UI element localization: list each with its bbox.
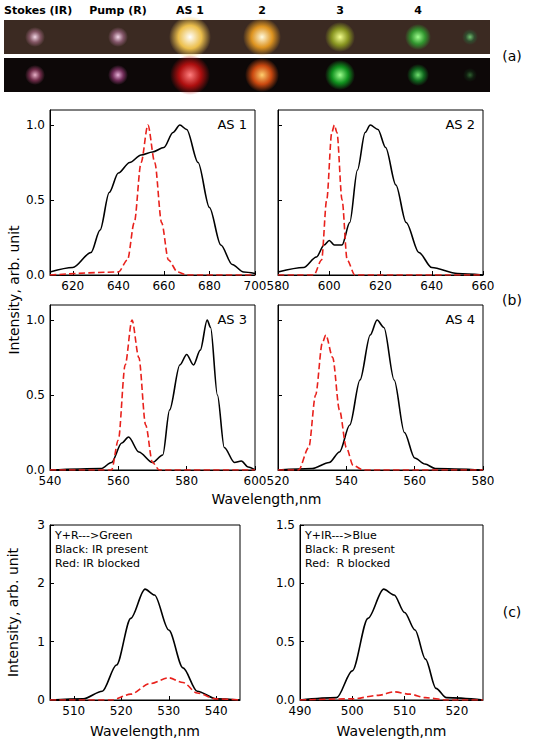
svg-text:Stokes (IR): Stokes (IR) <box>4 4 72 17</box>
svg-text:490: 490 <box>289 704 312 718</box>
svg-text:0.0: 0.0 <box>26 268 45 282</box>
svg-text:Y+R--->Green: Y+R--->Green <box>54 529 133 542</box>
svg-text:AS 1: AS 1 <box>176 4 204 17</box>
svg-text:510: 510 <box>62 704 85 718</box>
svg-text:(b): (b) <box>502 292 522 308</box>
svg-text:Y+IR--->Blue: Y+IR--->Blue <box>304 529 377 542</box>
svg-text:520: 520 <box>445 704 468 718</box>
svg-text:510: 510 <box>393 704 416 718</box>
svg-text:540: 540 <box>205 704 228 718</box>
svg-text:AS 1: AS 1 <box>217 117 247 132</box>
svg-text:Wavelength,nm: Wavelength,nm <box>336 723 446 739</box>
svg-text:AS 3: AS 3 <box>217 312 247 327</box>
svg-text:3: 3 <box>37 518 45 532</box>
svg-text:Pump (R): Pump (R) <box>89 4 147 17</box>
svg-text:0.0: 0.0 <box>25 463 45 477</box>
svg-text:(a): (a) <box>502 48 522 64</box>
svg-text:520: 520 <box>110 704 133 718</box>
svg-text:640: 640 <box>107 279 130 293</box>
svg-text:580: 580 <box>472 474 495 488</box>
svg-text:0: 0 <box>37 693 45 707</box>
svg-text:0.0: 0.0 <box>275 693 295 707</box>
svg-text:2: 2 <box>258 4 266 17</box>
svg-text:600: 600 <box>244 474 267 488</box>
svg-text:1.5: 1.5 <box>276 518 295 532</box>
svg-text:Red: IR blocked: Red: IR blocked <box>55 557 140 570</box>
svg-text:1.0: 1.0 <box>26 313 45 327</box>
svg-text:580: 580 <box>267 279 290 293</box>
svg-text:0.5: 0.5 <box>276 635 295 649</box>
svg-text:540: 540 <box>39 474 62 488</box>
svg-text:660: 660 <box>152 279 175 293</box>
svg-text:540: 540 <box>335 474 358 488</box>
svg-text:700: 700 <box>244 279 267 293</box>
svg-text:Intensity, arb. unit: Intensity, arb. unit <box>5 547 21 677</box>
svg-text:520: 520 <box>267 474 290 488</box>
svg-text:680: 680 <box>198 279 221 293</box>
svg-text:Black: R present: Black: R present <box>305 543 396 556</box>
svg-text:Red: R blocked: Red: R blocked <box>305 557 390 570</box>
svg-text:560: 560 <box>403 474 426 488</box>
svg-text:1.0: 1.0 <box>276 576 295 590</box>
svg-text:Wavelength,nm: Wavelength,nm <box>90 723 200 739</box>
svg-text:Intensity, arb. unit: Intensity, arb. unit <box>6 225 22 355</box>
svg-text:0.5: 0.5 <box>26 388 45 402</box>
svg-text:(c): (c) <box>503 604 522 620</box>
svg-text:530: 530 <box>157 704 180 718</box>
svg-text:600: 600 <box>318 279 341 293</box>
svg-text:580: 580 <box>175 474 198 488</box>
svg-text:3: 3 <box>336 4 344 17</box>
svg-text:2: 2 <box>37 576 45 590</box>
svg-text:AS 4: AS 4 <box>445 312 475 327</box>
svg-text:660: 660 <box>472 279 495 293</box>
svg-text:0.5: 0.5 <box>26 193 45 207</box>
svg-text:Black: IR present: Black: IR present <box>55 543 149 556</box>
svg-text:620: 620 <box>369 279 392 293</box>
svg-text:620: 620 <box>61 279 84 293</box>
svg-text:640: 640 <box>420 279 443 293</box>
svg-text:560: 560 <box>107 474 130 488</box>
svg-text:Wavelength,nm: Wavelength,nm <box>211 491 321 507</box>
svg-text:500: 500 <box>341 704 364 718</box>
svg-text:4: 4 <box>414 4 422 17</box>
svg-text:1.0: 1.0 <box>26 118 45 132</box>
svg-text:AS 2: AS 2 <box>445 117 475 132</box>
svg-text:1: 1 <box>37 635 45 649</box>
